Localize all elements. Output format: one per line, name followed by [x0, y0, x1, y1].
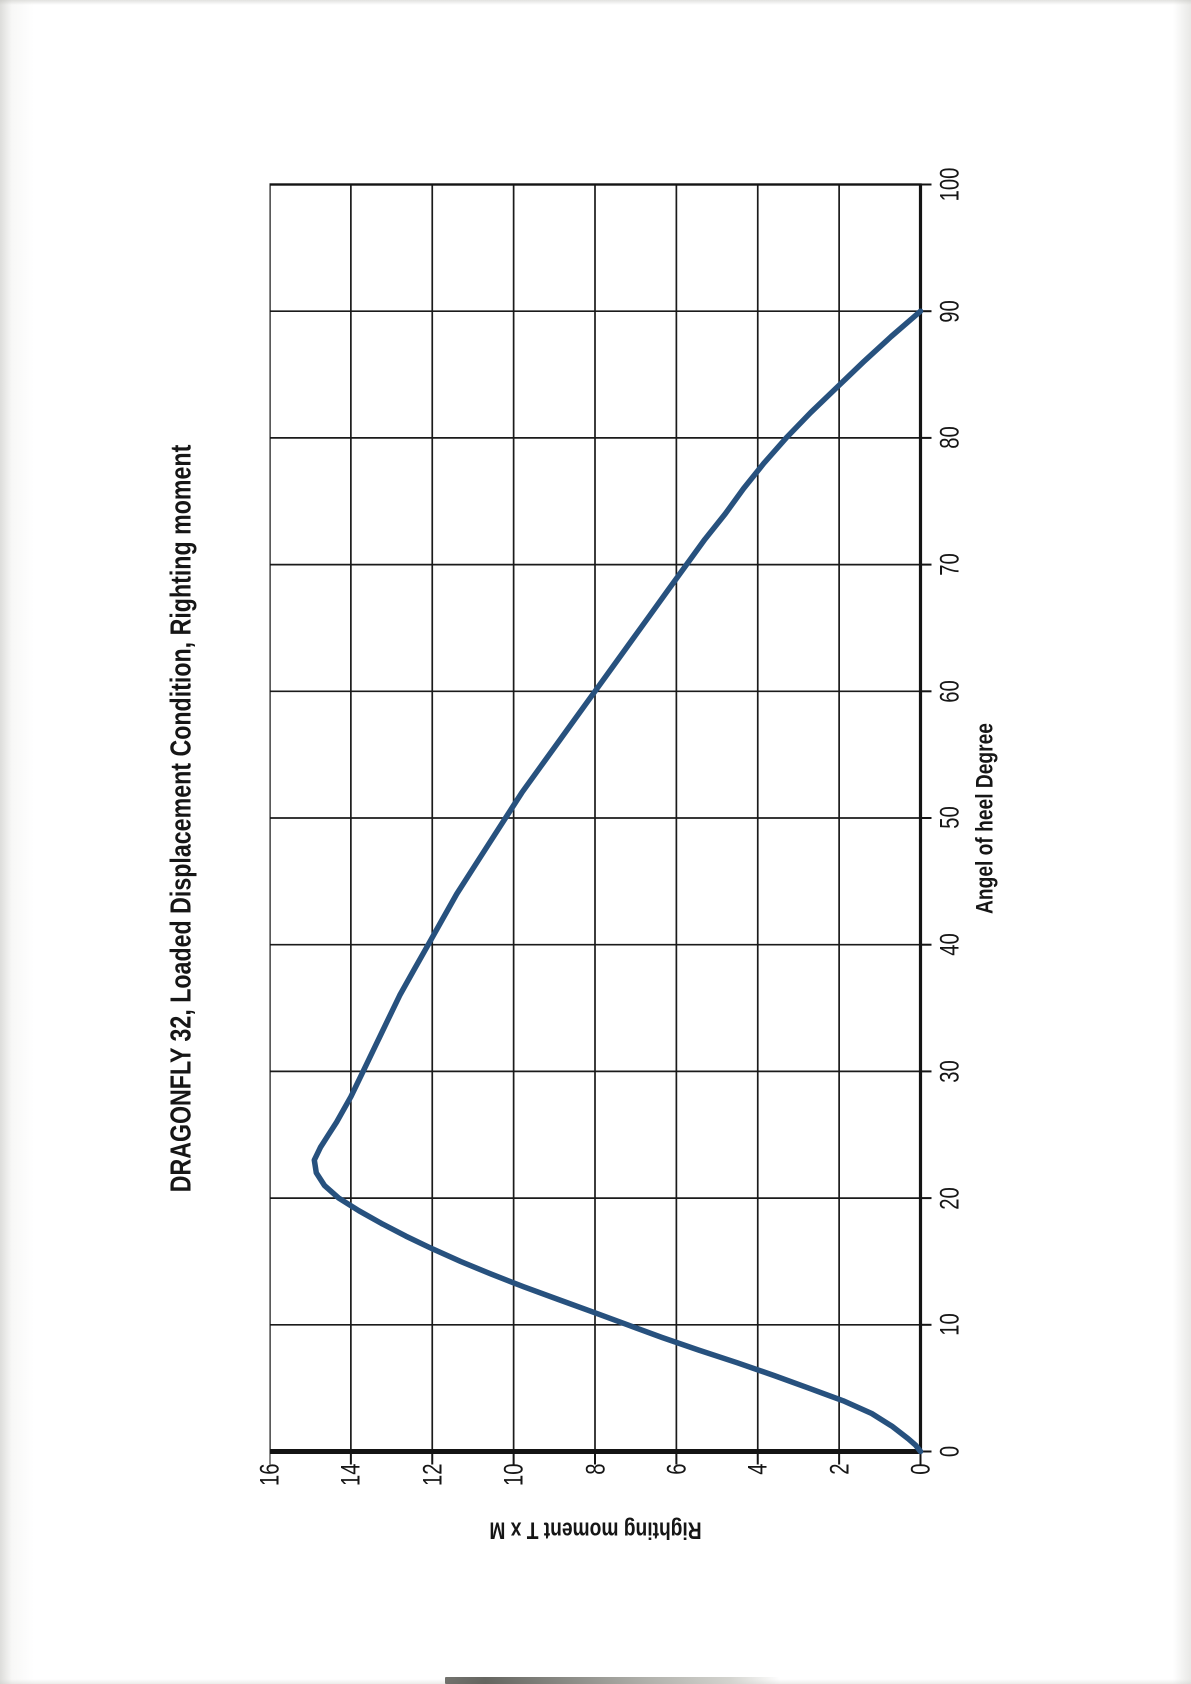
scan-edge-top	[0, 0, 1191, 5]
x-tick-label: 100	[934, 167, 965, 202]
y-tick-label: 2	[824, 1463, 855, 1475]
y-tick-label: 12	[417, 1463, 448, 1487]
y-axis-title: Righting moment T x M	[489, 1516, 702, 1544]
x-axis-title: Angel of heel Degree	[971, 723, 999, 914]
x-tick-label: 30	[934, 1060, 965, 1083]
plot-area	[269, 183, 932, 1465]
righting-moment-curve	[311, 308, 924, 1455]
y-tick-label: 14	[335, 1463, 366, 1487]
righting-moment-chart: DRAGONFLY 32, Loaded Displacement Condit…	[160, 130, 1005, 1560]
x-tick-label: 60	[934, 680, 965, 703]
scan-edge-left	[0, 0, 34, 1684]
y-tick-label: 4	[742, 1463, 773, 1475]
scan-artifact-smudge	[445, 1677, 780, 1684]
x-tick-label: 20	[934, 1186, 965, 1210]
chart-title: DRAGONFLY 32, Loaded Displacement Condit…	[165, 444, 198, 1193]
y-tick-label: 0	[905, 1463, 936, 1475]
x-tick-label: 80	[934, 426, 965, 450]
y-tick-label: 16	[254, 1463, 285, 1487]
x-tick-label: 10	[934, 1313, 965, 1337]
x-tick-label: 0	[934, 1445, 965, 1458]
x-tick-label: 70	[934, 553, 965, 576]
scan-edge-right	[1173, 0, 1191, 1684]
rotated-chart-container: DRAGONFLY 32, Loaded Displacement Condit…	[160, 130, 1005, 1560]
x-tick-label: 50	[934, 806, 965, 830]
x-tick-label: 40	[934, 933, 965, 956]
x-tick-label: 90	[934, 299, 965, 323]
